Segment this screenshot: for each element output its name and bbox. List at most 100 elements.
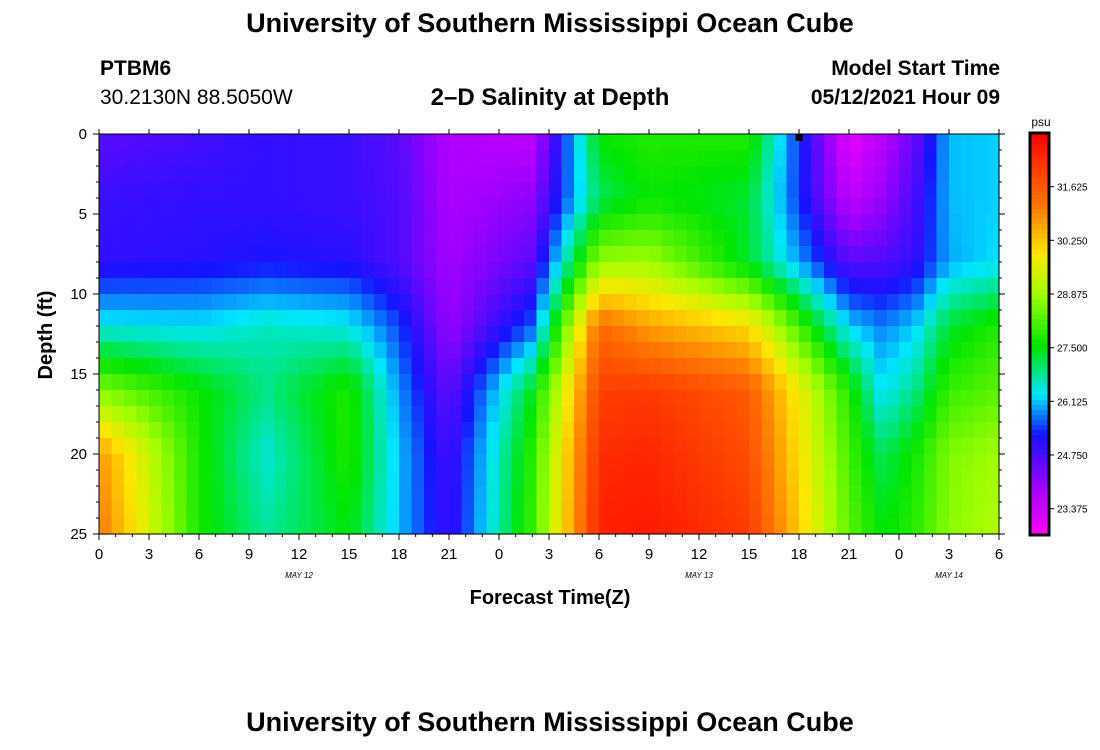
- heatmap-cell: [911, 310, 925, 327]
- heatmap-cell: [161, 502, 175, 519]
- heatmap-cell: [311, 134, 325, 151]
- heatmap-cell: [811, 262, 825, 279]
- heatmap-cell: [374, 134, 388, 151]
- heatmap-cell: [386, 486, 400, 503]
- heatmap-cell: [349, 358, 363, 375]
- heatmap-cell: [611, 294, 625, 311]
- heatmap-cell: [624, 326, 638, 343]
- heatmap-cell: [224, 150, 238, 167]
- heatmap-cell: [749, 502, 763, 519]
- heatmap-cell: [399, 150, 413, 167]
- heatmap-cell: [161, 342, 175, 359]
- heatmap-cell: [174, 470, 188, 487]
- heatmap-cell: [261, 470, 275, 487]
- heatmap-cell: [574, 422, 588, 439]
- heatmap-cell: [661, 150, 675, 167]
- heatmap-cell: [249, 198, 263, 215]
- heatmap-cell: [686, 358, 700, 375]
- colorbar-swatch: [1030, 243, 1049, 250]
- heatmap-cell: [986, 182, 1000, 199]
- heatmap-cell: [386, 502, 400, 519]
- heatmap-cell: [411, 182, 425, 199]
- heatmap-cell: [349, 278, 363, 295]
- heatmap-cell: [624, 310, 638, 327]
- heatmap-cell: [749, 230, 763, 247]
- x-tick-label: 9: [245, 546, 253, 563]
- heatmap-cell: [986, 342, 1000, 359]
- heatmap-cell: [974, 406, 988, 423]
- heatmap-cell: [486, 486, 500, 503]
- heatmap-cell: [361, 166, 375, 183]
- heatmap-cell: [161, 390, 175, 407]
- heatmap-cell: [124, 230, 138, 247]
- heatmap-cell: [349, 150, 363, 167]
- heatmap-cell: [724, 438, 738, 455]
- heatmap-cell: [486, 278, 500, 295]
- heatmap-cell: [961, 246, 975, 263]
- heatmap-cell: [624, 230, 638, 247]
- heatmap-cell: [311, 486, 325, 503]
- heatmap-cell: [949, 422, 963, 439]
- heatmap-cell: [461, 390, 475, 407]
- heatmap-cell: [686, 438, 700, 455]
- colorbar-swatch: [1030, 158, 1049, 164]
- heatmap-cell: [424, 166, 438, 183]
- heatmap-cell: [211, 198, 225, 215]
- heatmap-cell: [661, 198, 675, 215]
- heatmap-cell: [99, 502, 113, 519]
- heatmap-cell: [536, 230, 550, 247]
- heatmap-cell: [836, 502, 850, 519]
- heatmap-cell: [761, 422, 775, 439]
- heatmap-cell: [674, 230, 688, 247]
- heatmap-cell: [211, 246, 225, 263]
- colorbar-swatch: [1030, 524, 1049, 531]
- heatmap-cell: [449, 166, 463, 183]
- heatmap-cell: [961, 358, 975, 375]
- heatmap-cell: [124, 518, 138, 535]
- model-start-label: Model Start Time: [831, 57, 1000, 80]
- heatmap-cell: [586, 310, 600, 327]
- heatmap-cell: [511, 454, 525, 471]
- heatmap-cell: [711, 294, 725, 311]
- heatmap-cell: [499, 294, 513, 311]
- heatmap-cell: [811, 438, 825, 455]
- heatmap-cell: [786, 406, 800, 423]
- heatmap-cell: [186, 486, 200, 503]
- heatmap-cell: [599, 518, 613, 535]
- heatmap-cell: [511, 246, 525, 263]
- heatmap-cell: [424, 422, 438, 439]
- heatmap-cell: [349, 406, 363, 423]
- heatmap-cell: [374, 422, 388, 439]
- heatmap-cell: [761, 438, 775, 455]
- heatmap-cell: [686, 182, 700, 199]
- heatmap-cell: [424, 406, 438, 423]
- heatmap-cell: [236, 406, 250, 423]
- colorbar-swatch: [1030, 283, 1049, 290]
- heatmap-cell: [436, 374, 450, 391]
- heatmap-cell: [961, 230, 975, 247]
- heatmap-cell: [586, 214, 600, 231]
- heatmap-cell: [911, 166, 925, 183]
- heatmap-cell: [674, 198, 688, 215]
- heatmap-cell: [911, 518, 925, 535]
- heatmap-cell: [211, 278, 225, 295]
- heatmap-cell: [699, 278, 713, 295]
- heatmap-cell: [886, 262, 900, 279]
- heatmap-cell: [436, 518, 450, 535]
- heatmap-cell: [286, 358, 300, 375]
- colorbar-border: [1028, 131, 1051, 537]
- heatmap-cell: [974, 262, 988, 279]
- heatmap-cell: [474, 262, 488, 279]
- heatmap-cell: [824, 310, 838, 327]
- heatmap-cell: [399, 278, 413, 295]
- heatmap-cell: [161, 134, 175, 151]
- heatmap-cell: [711, 518, 725, 535]
- heatmap-cell: [299, 374, 313, 391]
- heatmap-cell: [349, 342, 363, 359]
- heatmap-cell: [136, 406, 150, 423]
- heatmap-cell: [136, 166, 150, 183]
- colorbar-swatch: [1030, 489, 1049, 496]
- heatmap-cell: [886, 246, 900, 263]
- colorbar-swatch: [1030, 288, 1049, 295]
- heatmap-cell: [774, 374, 788, 391]
